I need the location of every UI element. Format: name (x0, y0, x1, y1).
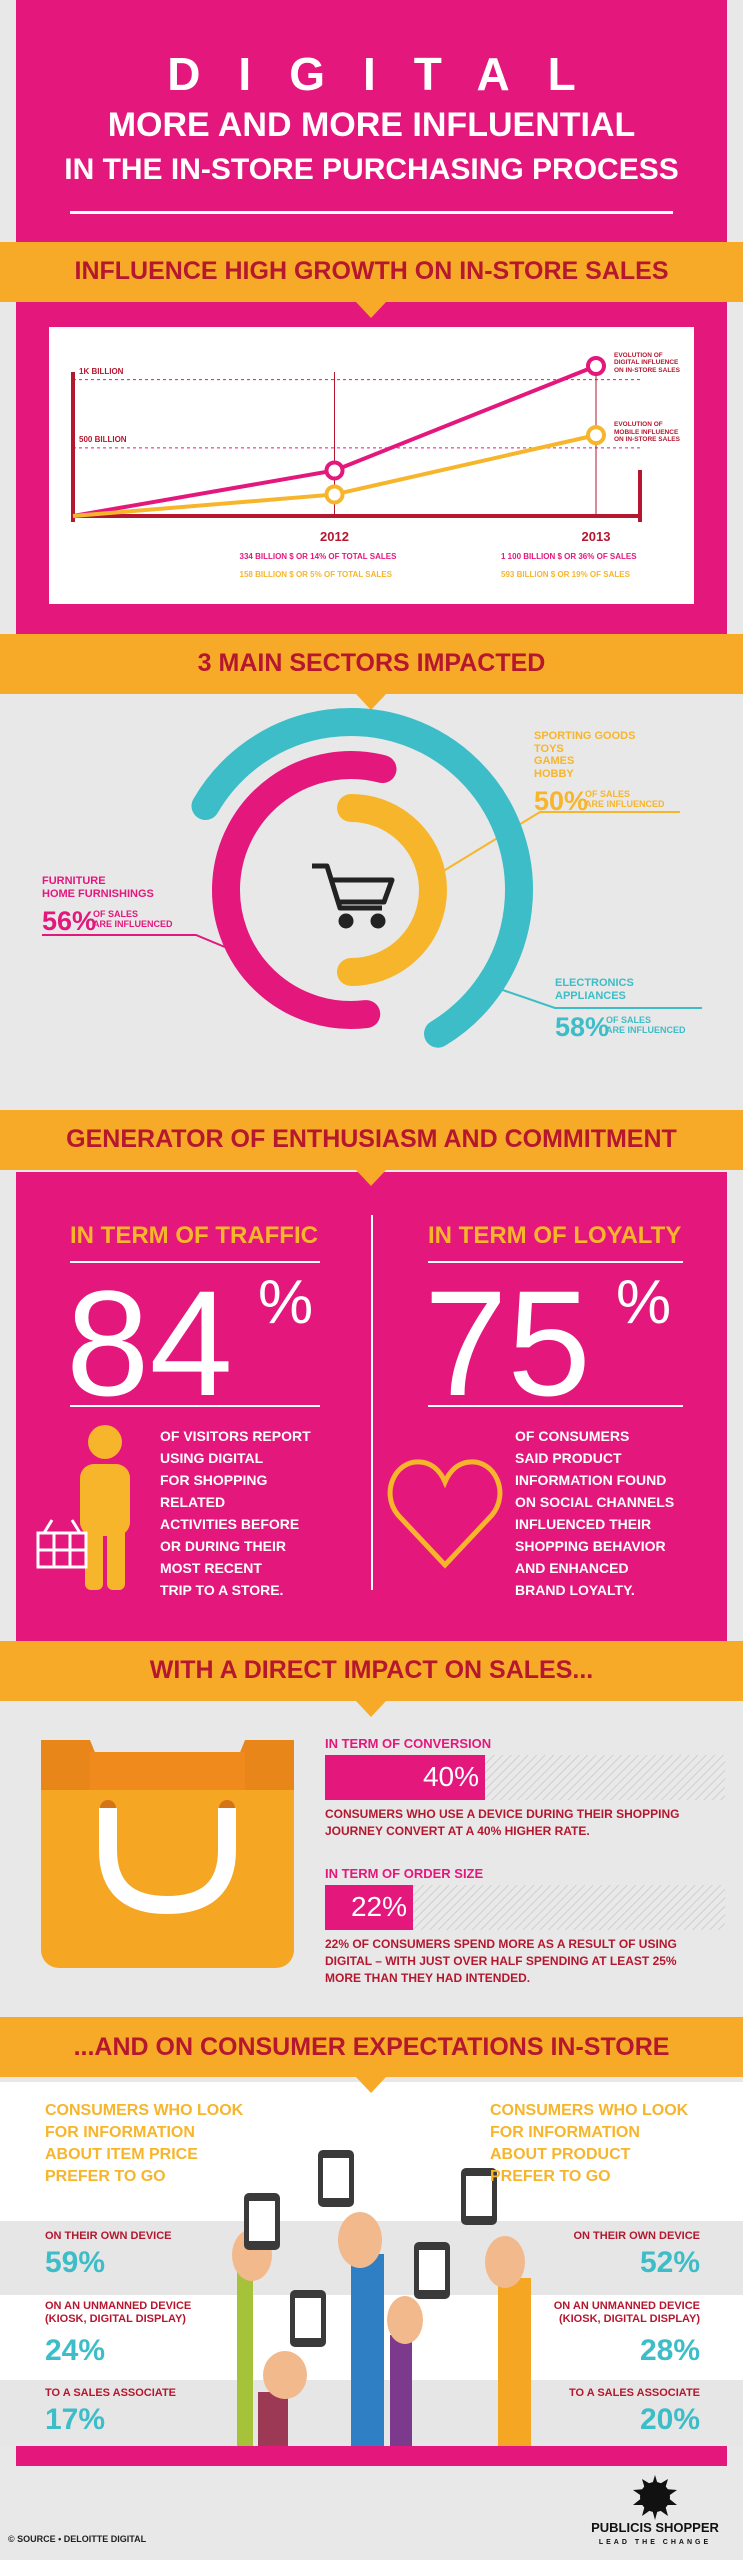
sector-value: 50% (534, 786, 589, 816)
row-label: TO A SALES ASSOCIATE (569, 2387, 700, 2399)
basket-icon (36, 1519, 88, 1569)
row-label: ON THEIR OWN DEVICE (573, 2230, 700, 2242)
connector (487, 984, 702, 1009)
bar (325, 1885, 413, 1930)
banner-notch (356, 2077, 386, 2093)
column-heading: IN TERM OF TRAFFIC (70, 1222, 318, 1249)
person-icon (80, 1425, 130, 1590)
banner-bar (0, 242, 743, 302)
row-value: 59% (45, 2246, 106, 2279)
column-heading: IN TERM OF LOYALTY (428, 1222, 682, 1249)
point (586, 356, 606, 376)
row-label: ON AN UNMANNED DEVICE (KIOSK, DIGITAL DI… (45, 2300, 192, 2325)
sector-name: FURNITURE HOME FURNISHINGS (42, 875, 154, 900)
point (586, 425, 606, 446)
sales-text: CONSUMERS WHO USE A DEVICE DURING THEIR … (325, 1807, 680, 1838)
banner-notch (356, 1701, 386, 1717)
sales-text: 22% OF CONSUMERS SPEND MORE AS A RESULT … (325, 1937, 677, 1985)
rule (428, 1405, 683, 1407)
banner-bar (0, 2017, 743, 2077)
column-text: OF VISITORS REPORT USING DIGITAL FOR SHO… (160, 1428, 311, 1598)
banner-notch (356, 1170, 386, 1186)
sector-name: ELECTRONICS APPLIANCES (555, 977, 634, 1002)
connector (431, 811, 680, 879)
column-text: OF CONSUMERS SAID PRODUCT INFORMATION FO… (515, 1428, 675, 1598)
sector-note: OF SALES ARE INFLUENCED (585, 789, 665, 810)
chart-panel (49, 327, 694, 604)
arc (191, 708, 533, 1048)
divider (371, 1215, 373, 1590)
rule (70, 1261, 320, 1263)
source: © SOURCE • DELOITTE DIGITAL (8, 2534, 147, 2544)
sector-name: SPORTING GOODS TOYS GAMES HOBBY (534, 730, 636, 780)
bag-icon (41, 1740, 294, 1968)
big-unit: % (616, 1268, 672, 1337)
heart-icon (387, 1459, 503, 1569)
banner: WITH A DIRECT IMPACT ON SALES... (149, 1656, 594, 1684)
brand: PUBLICIS SHOPPER (591, 2520, 719, 2535)
sector-value: 58% (555, 1012, 610, 1042)
subtitle: MORE AND MORE INFLUENTIAL (107, 106, 636, 144)
banner-bar (0, 634, 743, 694)
row-label: TO A SALES ASSOCIATE (45, 2387, 176, 2399)
banner-bar (0, 1641, 743, 1701)
big-number: 84 (66, 1259, 233, 1427)
row-label: ON AN UNMANNED DEVICE (KIOSK, DIGITAL DI… (553, 2300, 700, 2325)
value-label: 334 BILLION $ OR 14% OF TOTAL SALES (239, 552, 397, 561)
bar (325, 1755, 485, 1800)
bar-label: 40% (422, 1761, 479, 1792)
row-value: 20% (639, 2403, 700, 2436)
banner-bar (0, 1110, 743, 1170)
sector-note: OF SALES ARE INFLUENCED (606, 1015, 686, 1036)
row-label: ON THEIR OWN DEVICE (45, 2230, 172, 2242)
subtitle: IN THE IN-STORE PURCHASING PROCESS (64, 153, 679, 186)
header-rule (70, 211, 673, 214)
point (324, 460, 345, 481)
row-value: 24% (45, 2334, 106, 2367)
value-label: 158 BILLION $ OR 5% OF TOTAL SALES (239, 570, 392, 579)
sector-value: 56% (42, 906, 97, 936)
big-number: 75 (424, 1259, 591, 1427)
header-panel (16, 0, 727, 245)
logo-mark (633, 2475, 677, 2520)
bar-label: 22% (350, 1891, 407, 1922)
banner: ...AND ON CONSUMER EXPECTATIONS IN-STORE (73, 2033, 670, 2061)
y-tick-label: 1K BILLION (79, 366, 124, 376)
legend-label: EVOLUTION OF MOBILE INFLUENCE ON IN-STOR… (614, 421, 680, 444)
expectations-heading: CONSUMERS WHO LOOK FOR INFORMATION ABOUT… (45, 2102, 244, 2185)
sales-heading: IN TERM OF ORDER SIZE (325, 1866, 484, 1881)
rule (428, 1261, 683, 1263)
banner-notch (356, 694, 386, 710)
banners (0, 242, 743, 2093)
y-tick-label: 500 BILLION (79, 434, 127, 444)
value-label: 1 100 BILLION $ OR 36% OF SALES (501, 552, 637, 561)
row-value: 17% (45, 2403, 106, 2436)
arc (337, 794, 447, 986)
value-label: 593 BILLION $ OR 19% OF SALES (501, 570, 630, 579)
x-tick-label: 2013 (581, 529, 611, 544)
row-value: 28% (639, 2334, 700, 2367)
rule (70, 1405, 320, 1407)
tagline: LEAD THE CHANGE (598, 2539, 712, 2546)
x-tick-label: 2012 (320, 529, 349, 544)
cart-icon (312, 863, 395, 929)
banner-notch (356, 302, 386, 318)
banner: 3 MAIN SECTORS IMPACTED (197, 649, 546, 677)
legend-label: EVOLUTION OF DIGITAL INFLUENCE ON IN-STO… (614, 352, 680, 374)
arc (212, 751, 397, 1029)
sector-note: OF SALES ARE INFLUENCED (93, 909, 173, 930)
banner: INFLUENCE HIGH GROWTH ON IN-STORE SALES (74, 257, 669, 285)
connector (42, 934, 233, 951)
point (324, 484, 345, 505)
row-value: 52% (639, 2246, 700, 2279)
sales-heading: IN TERM OF CONVERSION (325, 1736, 492, 1751)
banner: GENERATOR OF ENTHUSIASM AND COMMITMENT (66, 1125, 677, 1153)
big-unit: % (258, 1268, 314, 1337)
bottom-bar (16, 2446, 727, 2466)
expectations-heading: CONSUMERS WHO LOOK FOR INFORMATION ABOUT… (490, 2102, 689, 2185)
title: DIGITAL (167, 48, 614, 100)
hands-illustration (232, 2150, 531, 2446)
